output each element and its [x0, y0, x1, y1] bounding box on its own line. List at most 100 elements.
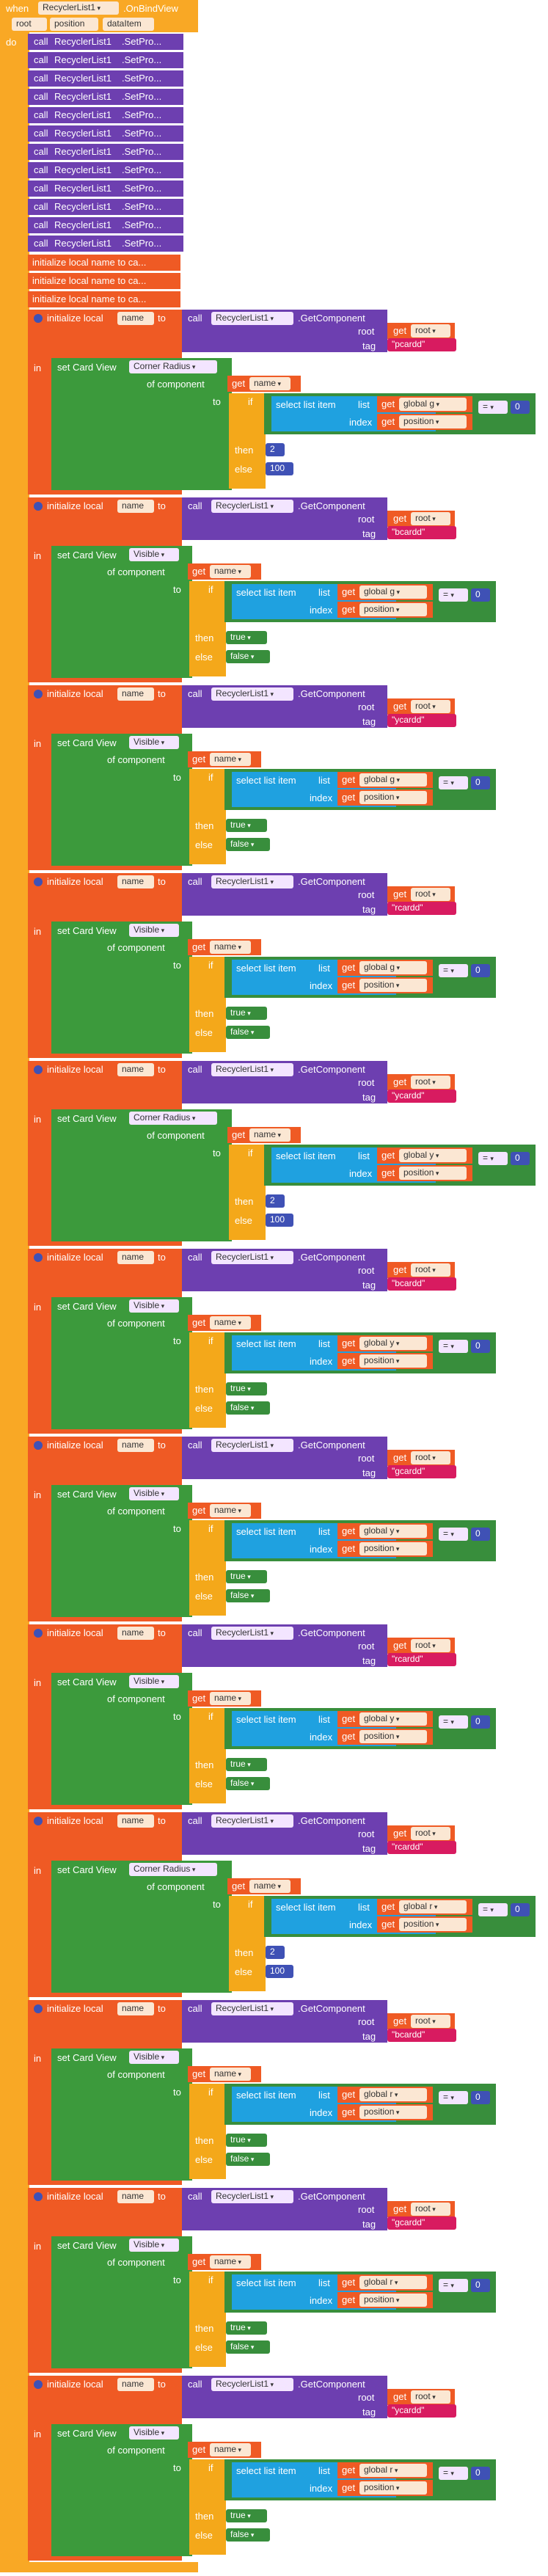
tag-string[interactable]: "ycardd" [387, 714, 456, 727]
equals-dropdown[interactable]: = [439, 2467, 468, 2480]
tag-string[interactable]: "rcardd" [387, 1841, 456, 1854]
set-card-view-block[interactable] [51, 1673, 192, 1805]
tag-string[interactable]: "rcardd" [387, 1653, 456, 1666]
set-card-view-block[interactable] [51, 1297, 192, 1429]
else-boolean[interactable]: false [226, 838, 270, 851]
component-dropdown[interactable]: RecyclerList1 [211, 687, 293, 701]
card-property-dropdown[interactable]: Visible [129, 1487, 179, 1500]
set-card-view-block[interactable] [51, 546, 192, 678]
call-setpro-block[interactable]: call RecyclerList1 .SetPro... [28, 199, 183, 215]
get-name-dropdown[interactable]: name [210, 2068, 251, 2081]
get-root-dropdown[interactable]: root [411, 1451, 450, 1464]
call-setpro-block[interactable]: call RecyclerList1 .SetPro... [28, 52, 183, 68]
get-name-dropdown[interactable]: name [210, 2255, 251, 2269]
local-var-name[interactable]: name [117, 1627, 154, 1640]
local-var-name[interactable]: name [117, 1439, 154, 1452]
component-dropdown[interactable]: RecyclerList1 [211, 2002, 293, 2015]
card-property-dropdown[interactable]: Corner Radius [129, 1863, 217, 1876]
if-block[interactable] [189, 2084, 226, 2179]
event-component-dropdown[interactable]: RecyclerList1 [38, 1, 119, 15]
local-var-name[interactable]: name [117, 2002, 154, 2015]
call-setpro-block[interactable]: call RecyclerList1 .SetPro... [28, 217, 183, 233]
then-number[interactable]: 2 [266, 1194, 285, 1208]
card-property-dropdown[interactable]: Visible [129, 924, 179, 937]
get-position-dropdown[interactable]: position [399, 415, 467, 428]
get-name-dropdown[interactable]: name [249, 377, 291, 390]
get-global-dropdown[interactable]: global g [399, 398, 467, 411]
tag-string[interactable]: "ycardd" [387, 2404, 456, 2418]
get-global-dropdown[interactable]: global r [359, 2464, 427, 2477]
card-property-dropdown[interactable]: Visible [129, 548, 179, 561]
else-boolean[interactable]: false [226, 1777, 270, 1790]
card-property-dropdown[interactable]: Corner Radius [129, 1112, 217, 1125]
then-boolean[interactable]: true [226, 1007, 267, 1020]
local-var-name[interactable]: name [117, 1814, 154, 1828]
if-block[interactable] [189, 581, 226, 676]
if-block[interactable] [189, 957, 226, 1052]
then-boolean[interactable]: true [226, 1382, 267, 1395]
then-boolean[interactable]: true [226, 1570, 267, 1583]
local-var-name[interactable]: name [117, 875, 154, 889]
gear-icon[interactable] [34, 877, 43, 886]
then-boolean[interactable]: true [226, 2134, 267, 2147]
gear-icon[interactable] [34, 2192, 43, 2201]
card-property-dropdown[interactable]: Visible [129, 2051, 179, 2064]
component-dropdown[interactable]: RecyclerList1 [211, 1627, 293, 1640]
local-var-name[interactable]: name [117, 2378, 154, 2391]
get-global-dropdown[interactable]: global y [359, 1337, 427, 1350]
local-var-name[interactable]: name [117, 687, 154, 701]
param-root[interactable]: root [12, 18, 47, 31]
component-dropdown[interactable]: RecyclerList1 [211, 2378, 293, 2391]
else-boolean[interactable]: false [226, 2153, 270, 2166]
call-setpro-block[interactable]: call RecyclerList1 .SetPro... [28, 89, 183, 105]
equals-dropdown[interactable]: = [439, 776, 468, 789]
then-boolean[interactable]: true [226, 631, 267, 644]
else-number[interactable]: 100 [266, 1965, 293, 1978]
get-root-dropdown[interactable]: root [411, 1639, 450, 1652]
call-setpro-block[interactable]: call RecyclerList1 .SetPro... [28, 162, 183, 178]
set-card-view-block[interactable] [51, 2236, 192, 2368]
if-block[interactable] [229, 1896, 266, 1991]
get-name-dropdown[interactable]: name [249, 1128, 291, 1142]
local-var-name[interactable]: name [117, 1251, 154, 1264]
call-setpro-block[interactable]: call RecyclerList1 .SetPro... [28, 107, 183, 123]
get-root-dropdown[interactable]: root [411, 2203, 450, 2216]
then-number[interactable]: 2 [266, 1946, 285, 1959]
component-dropdown[interactable]: RecyclerList1 [211, 2190, 293, 2203]
set-card-view-block[interactable] [51, 358, 232, 490]
set-card-view-block[interactable] [51, 2424, 192, 2556]
zero-number[interactable]: 0 [471, 1340, 490, 1353]
card-property-dropdown[interactable]: Visible [129, 1299, 179, 1313]
get-root-dropdown[interactable]: root [411, 700, 450, 713]
card-property-dropdown[interactable]: Visible [129, 736, 179, 749]
then-boolean[interactable]: true [226, 2321, 267, 2335]
get-global-dropdown[interactable]: global y [399, 1149, 467, 1162]
call-setpro-block[interactable]: call RecyclerList1 .SetPro... [28, 180, 183, 197]
param-position[interactable]: position [50, 18, 98, 31]
get-position-dropdown[interactable]: position [359, 1730, 427, 1743]
get-name-dropdown[interactable]: name [210, 2443, 251, 2456]
if-block[interactable] [189, 1332, 226, 1428]
local-var-name[interactable]: name [117, 2190, 154, 2203]
gear-icon[interactable] [34, 690, 43, 698]
tag-string[interactable]: "pcardd" [387, 338, 456, 351]
equals-dropdown[interactable]: = [439, 2091, 468, 2104]
call-setpro-block[interactable]: call RecyclerList1 .SetPro... [28, 125, 183, 142]
get-name-dropdown[interactable]: name [210, 941, 251, 954]
get-global-dropdown[interactable]: global g [359, 961, 427, 974]
get-position-dropdown[interactable]: position [359, 2106, 427, 2119]
equals-dropdown[interactable]: = [439, 1528, 468, 1541]
equals-dropdown[interactable]: = [478, 1152, 508, 1165]
get-root-dropdown[interactable]: root [411, 1827, 450, 1840]
tag-string[interactable]: "bcardd" [387, 1277, 456, 1291]
equals-dropdown[interactable]: = [439, 964, 468, 977]
zero-number[interactable]: 0 [471, 1528, 490, 1541]
zero-number[interactable]: 0 [471, 1715, 490, 1729]
if-block[interactable] [189, 769, 226, 864]
component-dropdown[interactable]: RecyclerList1 [211, 1251, 293, 1264]
card-property-dropdown[interactable]: Corner Radius [129, 360, 217, 373]
set-card-view-block[interactable] [51, 2048, 192, 2181]
get-position-dropdown[interactable]: position [359, 2481, 427, 2495]
gear-icon[interactable] [34, 1253, 43, 1262]
get-name-dropdown[interactable]: name [210, 1316, 251, 1329]
